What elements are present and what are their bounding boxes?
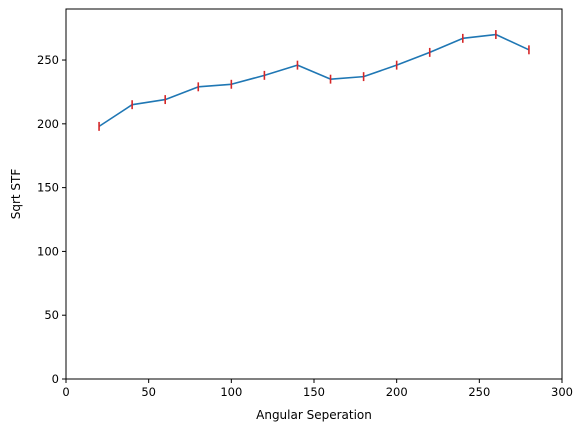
- y-tick-label: 0: [52, 372, 59, 386]
- series-line: [98, 33, 530, 128]
- y-tick-label: 50: [44, 308, 59, 322]
- x-tick-label: 150: [303, 385, 325, 399]
- x-tick-label: 200: [386, 385, 408, 399]
- x-tick-label: 0: [62, 385, 69, 399]
- errorbar-layer: [98, 30, 530, 131]
- y-tick-label: 250: [37, 53, 59, 67]
- ticks-layer: 0 50 100 150 200 250 300 0 50 100 150 200 250: [37, 53, 573, 399]
- x-tick-label: 100: [220, 385, 242, 399]
- x-tick-label: 300: [551, 385, 573, 399]
- x-axis-label: Angular Seperation: [256, 408, 372, 422]
- y-axis-label: Sqrt STF: [9, 169, 23, 220]
- x-tick-label: 50: [141, 385, 156, 399]
- y-tick-label: 100: [37, 244, 59, 258]
- x-tick-label: 250: [468, 385, 490, 399]
- y-tick-label: 150: [37, 181, 59, 195]
- plot-frame: [65, 8, 563, 380]
- series-layer: [98, 33, 530, 128]
- y-tick-label: 200: [37, 117, 59, 131]
